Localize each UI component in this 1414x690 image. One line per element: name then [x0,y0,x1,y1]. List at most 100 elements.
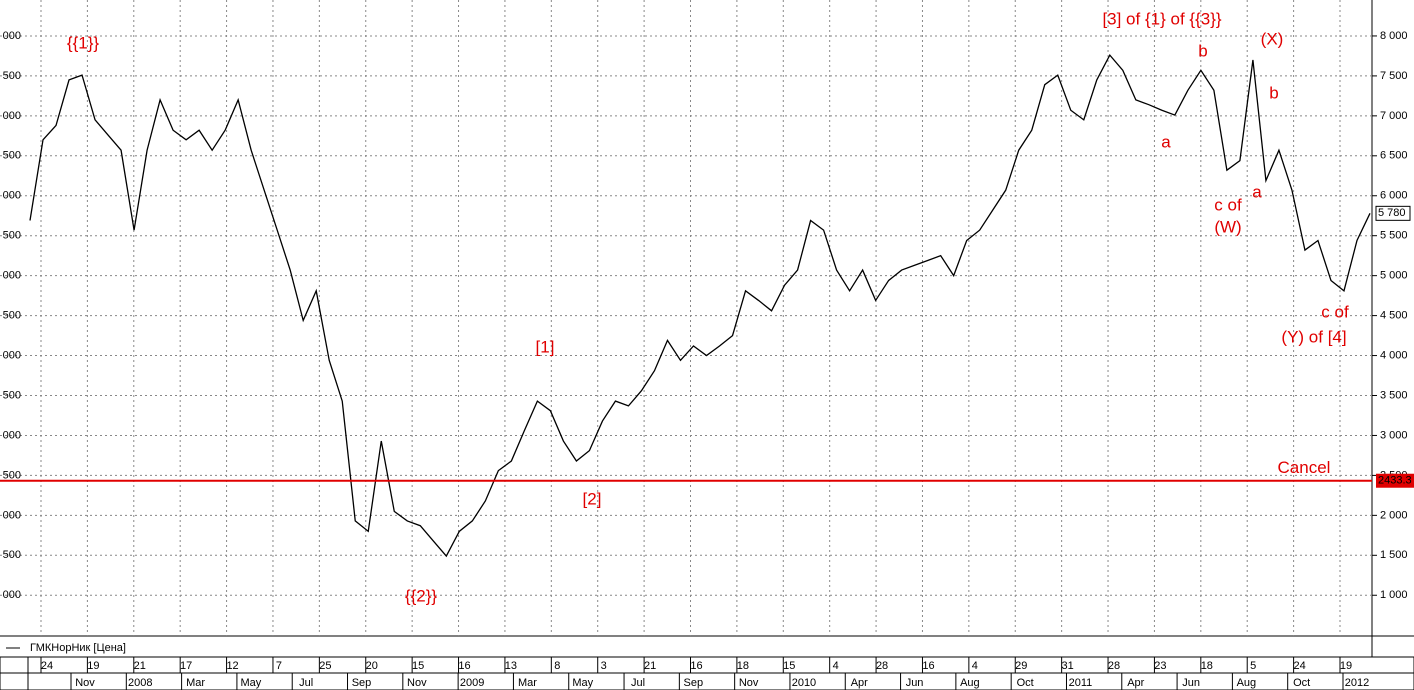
y-tick-label-left: 1 500 [0,549,21,561]
y-tick-label-left: 7 500 [0,70,21,82]
x-month-label: 2011 [1069,677,1093,689]
y-tick-label: 2 000 [1380,509,1408,521]
x-day-label: 28 [876,660,888,672]
cancel-text: Cancel [1278,458,1331,477]
x-day-label: 4 [833,660,839,672]
x-month-label: Sep [352,677,372,689]
wave-label: b [1269,83,1278,102]
x-month-label: 2009 [460,677,484,689]
x-month-label: Aug [1237,677,1257,689]
x-day-label: 21 [644,660,656,672]
x-day-label: 15 [783,660,795,672]
wave-label: [1] [536,337,555,356]
wave-label: {{2}} [405,586,437,605]
x-day-label: 18 [1201,660,1213,672]
y-tick-label-left: 4 500 [0,310,21,322]
y-tick-label: 6 000 [1380,190,1408,202]
y-tick-label-left: 6 000 [0,190,21,202]
y-tick-label-left: 5 500 [0,230,21,242]
y-tick-label: 7 500 [1380,70,1408,82]
x-day-label: 12 [226,660,238,672]
y-tick-label: 3 000 [1380,429,1408,441]
x-day-label: 13 [505,660,517,672]
x-month-label: Jun [906,677,924,689]
legend-label: ГМКНорНик [Цена] [30,642,126,654]
x-month-label: May [241,677,262,689]
x-month-label: Apr [1127,677,1144,689]
x-day-label: 3 [601,660,607,672]
x-day-label: 7 [276,660,282,672]
x-day-label: 31 [1062,660,1074,672]
cancel-label: 2433.3 [1378,475,1412,487]
x-month-label: Nov [407,677,427,689]
x-day-label: 24 [41,660,53,672]
x-day-label: 16 [922,660,934,672]
x-day-label: 28 [1108,660,1120,672]
y-tick-label: 6 500 [1380,150,1408,162]
wave-label: a [1252,182,1262,201]
wave-label: b [1198,41,1207,60]
x-month-label: Jul [631,677,645,689]
x-day-label: 19 [87,660,99,672]
x-day-label: 20 [366,660,378,672]
x-month-label: Aug [960,677,980,689]
x-month-label: May [572,677,593,689]
y-tick-label: 3 500 [1380,389,1408,401]
wave-label: [3] of {1} of {{3}} [1102,9,1221,28]
y-tick-label: 4 000 [1380,349,1408,361]
x-day-label: 29 [1015,660,1027,672]
wave-label: a [1161,132,1171,151]
x-day-label: 21 [134,660,146,672]
y-tick-label-left: 3 000 [0,429,21,441]
x-month-label: Mar [186,677,205,689]
y-tick-label-left: 2 000 [0,509,21,521]
x-day-label: 5 [1250,660,1256,672]
y-tick-label: 8 000 [1380,30,1408,42]
wave-label: (W) [1214,217,1241,236]
y-tick-label: 5 000 [1380,270,1408,282]
wave-label: [2] [583,489,602,508]
x-day-label: 24 [1293,660,1305,672]
y-tick-label-left: 6 500 [0,150,21,162]
y-tick-label: 4 500 [1380,310,1408,322]
x-month-label: Oct [1293,677,1310,689]
x-day-label: 17 [180,660,192,672]
x-month-label: Jul [299,677,313,689]
wave-label: c of [1321,302,1349,321]
y-tick-label-left: 3 500 [0,389,21,401]
x-day-label: 4 [972,660,978,672]
x-month-label: Oct [1017,677,1034,689]
x-month-label: 2010 [792,677,816,689]
x-month-label: 2012 [1345,677,1369,689]
x-day-label: 8 [554,660,560,672]
wave-label: (Y) of [4] [1281,327,1346,346]
cancel-label-box [1376,473,1414,488]
x-month-label: Jun [1182,677,1200,689]
y-tick-label: 1 500 [1380,549,1408,561]
x-month-label: Mar [518,677,537,689]
price-line [29,53,1371,558]
x-day-label: 16 [690,660,702,672]
last-price-box [1375,205,1411,221]
y-tick-label: 5 500 [1380,230,1408,242]
last-price-label: 5 780 [1378,207,1406,219]
x-month-label: Sep [684,677,704,689]
wave-label: (X) [1261,29,1284,48]
x-day-label: 19 [1340,660,1352,672]
y-tick-label: 1 000 [1380,589,1408,601]
wave-label: c of [1214,195,1242,214]
x-month-label: Nov [739,677,759,689]
x-day-label: 23 [1154,660,1166,672]
x-month-label: Apr [851,677,868,689]
y-tick-label-left: 7 000 [0,110,21,122]
x-day-label: 15 [412,660,424,672]
y-tick-label-left: 5 000 [0,270,21,282]
x-day-label: 25 [319,660,331,672]
y-tick-label-left: 8 000 [0,30,21,42]
y-tick-label-left: 4 000 [0,349,21,361]
y-tick-label-left: 2 500 [0,469,21,481]
y-tick-label-left: 1 000 [0,589,21,601]
